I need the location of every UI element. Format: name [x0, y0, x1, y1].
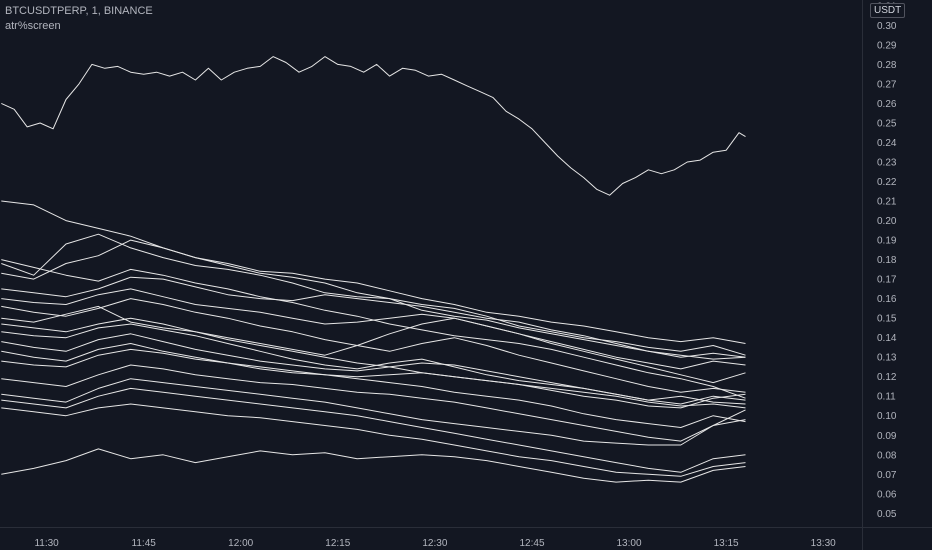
- price-tick-label: 0.30: [877, 21, 897, 32]
- price-tick-label: 0.17: [877, 275, 897, 286]
- price-tick-label: 0.09: [877, 431, 897, 442]
- currency-label[interactable]: USDT: [870, 3, 906, 18]
- price-tick-label: 0.08: [877, 450, 897, 461]
- series-line-12[interactable]: [1, 378, 746, 446]
- series-line-17[interactable]: [1, 298, 746, 393]
- series-line-3[interactable]: [1, 233, 746, 358]
- price-tick-label: 0.25: [877, 119, 897, 130]
- series-line-13[interactable]: [1, 403, 746, 477]
- series-line-19[interactable]: [1, 317, 746, 409]
- time-tick-label: 13:15: [714, 538, 739, 549]
- series-line-8[interactable]: [1, 323, 746, 405]
- time-axis[interactable]: 11:30 11:45 12:00 12:15 12:30 12:45 13:00 13:15…: [34, 538, 836, 549]
- series-line-15[interactable]: [1, 387, 746, 473]
- price-tick-label: 0.07: [877, 470, 897, 481]
- price-axis[interactable]: 0.05 0.06 0.07 0.08 0.09 0.10 0.11 0.12 0.13 0.14…: [877, 1, 897, 519]
- indicator-title[interactable]: atr%screen: [5, 20, 61, 32]
- price-tick-label: 0.22: [877, 177, 897, 188]
- price-tick-label: 0.19: [877, 236, 897, 247]
- time-tick-label: 11:30: [34, 538, 59, 549]
- series-line-1[interactable]: [1, 56, 746, 196]
- price-tick-label: 0.14: [877, 333, 897, 344]
- price-tick-label: 0.06: [877, 489, 897, 500]
- price-tick-label: 0.26: [877, 99, 897, 110]
- series-line-18[interactable]: [1, 259, 746, 399]
- series-line-4[interactable]: [1, 239, 746, 356]
- series-layer: [1, 56, 746, 483]
- series-line-16[interactable]: [1, 343, 746, 409]
- time-tick-label: 12:30: [422, 538, 447, 549]
- price-tick-label: 0.21: [877, 197, 897, 208]
- time-tick-label: 12:45: [519, 538, 544, 549]
- price-tick-label: 0.28: [877, 60, 897, 71]
- price-tick-label: 0.15: [877, 314, 897, 325]
- series-line-2[interactable]: [1, 200, 746, 344]
- chart-legend: BTCUSDTPERP, 1, BINANCE atr%screen: [5, 4, 153, 34]
- price-tick-label: 0.24: [877, 138, 897, 149]
- price-tick-label: 0.13: [877, 353, 897, 364]
- time-tick-label: 13:00: [616, 538, 641, 549]
- price-tick-label: 0.10: [877, 411, 897, 422]
- symbol-title[interactable]: BTCUSDTPERP, 1, BINANCE: [5, 5, 153, 17]
- time-tick-label: 12:00: [228, 538, 253, 549]
- price-tick-label: 0.16: [877, 294, 897, 305]
- time-tick-label: 13:30: [811, 538, 836, 549]
- series-line-5[interactable]: [1, 276, 746, 360]
- time-tick-label: 12:15: [325, 538, 350, 549]
- series-line-10[interactable]: [1, 348, 746, 428]
- series-line-14[interactable]: [1, 448, 746, 483]
- price-tick-label: 0.05: [877, 509, 897, 520]
- price-tick-label: 0.23: [877, 158, 897, 169]
- price-tick-label: 0.20: [877, 216, 897, 227]
- time-tick-label: 11:45: [132, 538, 157, 549]
- series-line-11[interactable]: [1, 364, 746, 442]
- price-tick-label: 0.12: [877, 372, 897, 383]
- series-line-9[interactable]: [1, 333, 746, 405]
- price-tick-label: 0.27: [877, 79, 897, 90]
- price-tick-label: 0.18: [877, 255, 897, 266]
- price-tick-label: 0.11: [877, 392, 896, 403]
- price-tick-label: 0.29: [877, 40, 897, 51]
